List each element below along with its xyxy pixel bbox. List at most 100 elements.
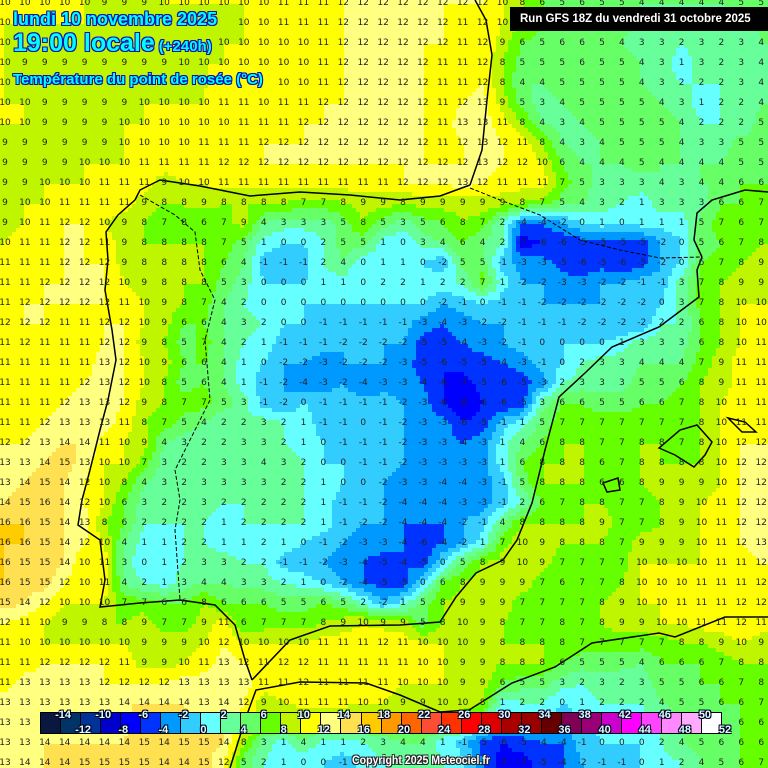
dewpoint-value: 6 <box>181 358 187 368</box>
dewpoint-value: 12 <box>735 518 748 528</box>
dewpoint-value: 2 <box>619 198 625 208</box>
dewpoint-value: 0 <box>320 758 327 768</box>
dewpoint-value: 11 <box>277 178 290 188</box>
dewpoint-value: 6 <box>539 438 546 448</box>
dewpoint-value: 10 <box>496 18 509 28</box>
france-atlantic-coast <box>469 0 493 186</box>
dewpoint-value: 4 <box>678 158 685 168</box>
dewpoint-value: 3 <box>260 478 267 488</box>
dewpoint-value: 12 <box>317 158 330 168</box>
dewpoint-value: 8 <box>638 438 645 448</box>
dewpoint-value: 1 <box>420 278 426 288</box>
dewpoint-value: -5 <box>537 758 547 768</box>
dewpoint-value: 5 <box>599 118 605 128</box>
dewpoint-value: -5 <box>418 338 428 348</box>
dewpoint-value: 12 <box>0 318 11 328</box>
color-scale-legend <box>40 712 722 734</box>
dewpoint-value: 11 <box>257 678 270 688</box>
dewpoint-value: 9 <box>81 118 88 128</box>
dewpoint-value: 2 <box>260 498 267 508</box>
dewpoint-value: 8 <box>161 258 168 268</box>
dewpoint-value: 5 <box>420 598 426 608</box>
dewpoint-value: 11 <box>277 118 290 128</box>
dewpoint-value: -2 <box>338 338 348 348</box>
dewpoint-value: 11 <box>257 658 270 668</box>
dewpoint-value: 7 <box>559 418 566 428</box>
dewpoint-value: 11 <box>456 38 469 48</box>
dewpoint-value: 8 <box>559 478 566 488</box>
dewpoint-value: 10 <box>158 138 170 148</box>
dewpoint-value: 10 <box>98 458 111 468</box>
dewpoint-value: 2 <box>280 498 287 508</box>
dewpoint-value: 8 <box>599 618 605 628</box>
dewpoint-value: 7 <box>758 698 765 708</box>
dewpoint-value: 6 <box>559 578 566 588</box>
dewpoint-value: 8 <box>201 258 207 268</box>
dewpoint-value: 15 <box>118 758 131 768</box>
dewpoint-value: 6 <box>718 698 725 708</box>
dewpoint-value: 9 <box>201 198 207 208</box>
dewpoint-value: 11 <box>0 638 11 648</box>
dewpoint-value: 11 <box>496 118 509 128</box>
dewpoint-value: 3 <box>599 378 605 388</box>
dewpoint-value: 6 <box>320 598 327 608</box>
dewpoint-value: 9 <box>2 178 8 188</box>
dewpoint-value: -4 <box>358 558 368 568</box>
dewpoint-value: 12 <box>417 78 429 88</box>
dewpoint-value: 9 <box>101 98 108 108</box>
dewpoint-value: 11 <box>437 58 449 68</box>
dewpoint-value: 0 <box>678 238 685 248</box>
dewpoint-value: 11 <box>735 578 748 588</box>
dewpoint-value: 4 <box>638 78 645 88</box>
dewpoint-value: 14 <box>39 458 51 468</box>
dewpoint-value: 6 <box>658 658 665 668</box>
dewpoint-value: -2 <box>378 498 388 508</box>
dewpoint-value: 11 <box>78 358 91 368</box>
dewpoint-value: -1 <box>318 398 328 408</box>
dewpoint-value: 8 <box>559 438 566 448</box>
dewpoint-value: 12 <box>357 98 369 108</box>
dewpoint-value: 4 <box>718 0 725 8</box>
legend-color-box <box>101 713 122 733</box>
dewpoint-value: 10 <box>0 38 11 48</box>
dewpoint-value: 11 <box>19 418 31 428</box>
dewpoint-value: 6 <box>539 0 546 8</box>
dewpoint-value: -3 <box>537 378 547 388</box>
dewpoint-value: 9 <box>539 538 546 548</box>
dewpoint-value: 9 <box>619 598 625 608</box>
dewpoint-value: 6 <box>240 598 247 608</box>
dewpoint-value: 10 <box>735 298 748 308</box>
dewpoint-value: 8 <box>559 538 566 548</box>
dewpoint-value: 9 <box>141 638 148 648</box>
dewpoint-value: 10 <box>178 138 190 148</box>
dewpoint-value: 8 <box>559 458 566 468</box>
dewpoint-value: 10 <box>277 638 290 648</box>
dewpoint-value: 12 <box>19 298 31 308</box>
dewpoint-value: 1 <box>519 418 526 428</box>
dewpoint-value: 5 <box>658 118 665 128</box>
dewpoint-value: 9 <box>121 98 128 108</box>
dewpoint-value: 10 <box>0 58 11 68</box>
dewpoint-value: 0 <box>360 298 367 308</box>
dewpoint-value: 11 <box>317 638 330 648</box>
dewpoint-value: 10 <box>417 658 429 668</box>
dewpoint-value: -5 <box>478 358 488 368</box>
legend-label-top: 22 <box>417 709 431 721</box>
dewpoint-value: 4 <box>201 578 207 588</box>
dewpoint-value: 6 <box>599 478 605 488</box>
dewpoint-value: 3 <box>678 98 685 108</box>
dewpoint-value: 8 <box>121 618 128 628</box>
dewpoint-value: 11 <box>516 138 529 148</box>
dewpoint-value: -4 <box>438 318 448 328</box>
dewpoint-value: 12 <box>417 58 429 68</box>
dewpoint-value: 11 <box>357 178 369 188</box>
dewpoint-value: 12 <box>98 298 111 308</box>
dewpoint-value: 12 <box>437 0 449 8</box>
dewpoint-value: 3 <box>280 458 287 468</box>
dewpoint-value: -6 <box>498 378 507 388</box>
dewpoint-value: 7 <box>698 298 705 308</box>
dewpoint-value: -5 <box>478 738 488 748</box>
dewpoint-value: 3 <box>599 678 605 688</box>
dewpoint-value: 10 <box>297 638 310 648</box>
dewpoint-value: 8 <box>499 78 506 88</box>
